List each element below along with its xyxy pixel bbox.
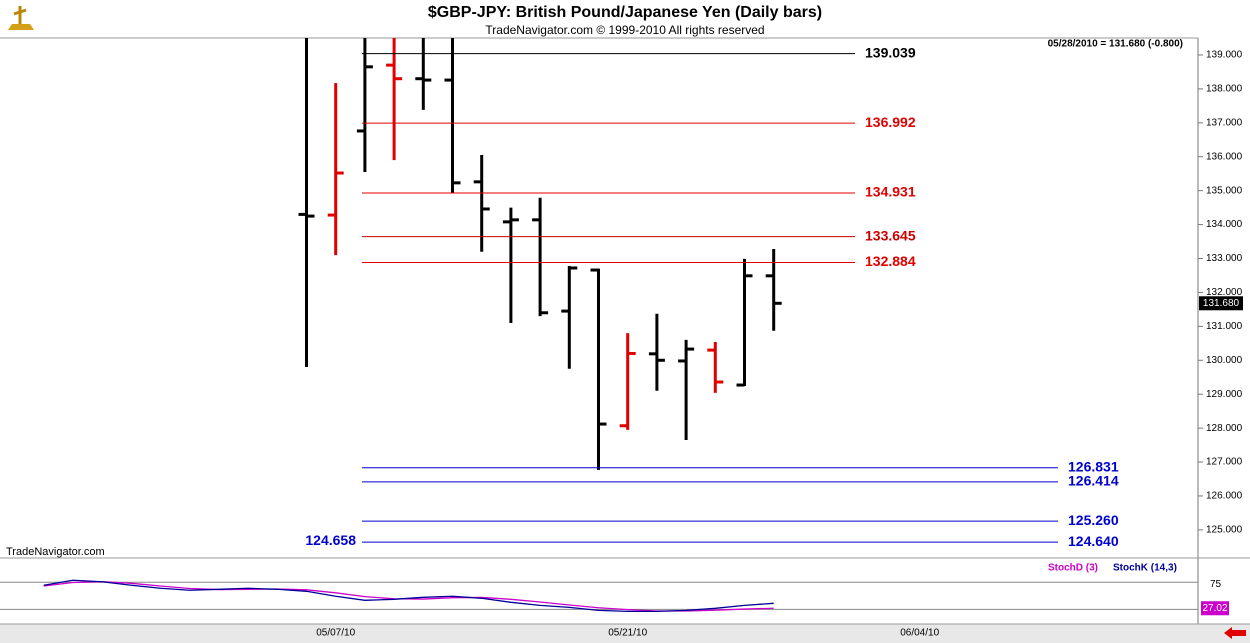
title: $GBP-JPY: British Pound/Japanese Yen (Da… bbox=[428, 4, 822, 21]
legend-entry: StochK (14,3) bbox=[1113, 563, 1177, 574]
last-price-box bbox=[1199, 296, 1243, 311]
y-tick-label: 129.000 bbox=[1206, 389, 1243, 400]
watermark: TradeNavigator.com bbox=[6, 546, 105, 558]
last-quote: 05/28/2010 = 131.680 (-0.800) bbox=[1048, 39, 1183, 50]
logo bbox=[8, 6, 34, 30]
y-tick-label: 125.000 bbox=[1206, 525, 1243, 536]
y-tick-label: 126.000 bbox=[1206, 491, 1243, 502]
x-axis-strip bbox=[0, 624, 1250, 643]
y-tick-label: 134.000 bbox=[1206, 219, 1243, 230]
copyright: TradeNavigator.com © 1999-2010 All right… bbox=[485, 23, 764, 37]
y-tick-label: 137.000 bbox=[1206, 117, 1243, 128]
y-tick-label: 138.000 bbox=[1206, 84, 1243, 95]
price-panel bbox=[298, 38, 782, 470]
y-tick-label: 132.000 bbox=[1206, 287, 1243, 298]
last-value-label: 27.02 bbox=[1202, 603, 1227, 614]
x-tick-label: 05/07/10 bbox=[316, 628, 355, 639]
y-tick-label: 75 bbox=[1210, 579, 1222, 590]
stoch-line bbox=[43, 579, 774, 613]
level-label: 136.992 bbox=[865, 114, 916, 130]
level-label: 133.645 bbox=[865, 227, 916, 243]
y-tick-label: 135.000 bbox=[1206, 185, 1243, 196]
level-label: 126.831 bbox=[1068, 458, 1119, 474]
y-tick-label: 127.000 bbox=[1206, 457, 1243, 468]
annotation: 124.658 bbox=[305, 532, 356, 548]
y-tick-label: 136.000 bbox=[1206, 151, 1243, 162]
y-tick-label: 133.000 bbox=[1206, 253, 1243, 264]
level-label: 126.414 bbox=[1068, 473, 1119, 489]
y-tick-label: 130.000 bbox=[1206, 355, 1243, 366]
y-tick-label: 131.000 bbox=[1206, 321, 1243, 332]
last-price-label: 131.680 bbox=[1203, 298, 1240, 309]
level-label: 139.039 bbox=[865, 44, 916, 60]
level-label: 125.260 bbox=[1068, 512, 1119, 528]
y-tick-label: 139.000 bbox=[1206, 50, 1243, 61]
overlay: 125.000 126.000 127.000 128.000 129.000 130.0… bbox=[0, 44, 1243, 639]
legend-entry: StochD (3) bbox=[1048, 563, 1098, 574]
level-label: 134.931 bbox=[865, 184, 916, 200]
level-label: 132.884 bbox=[865, 253, 916, 269]
x-tick-label: 06/04/10 bbox=[900, 628, 939, 639]
last-value-box bbox=[1201, 601, 1229, 616]
scroll-arrow[interactable] bbox=[1224, 627, 1246, 639]
x-tick-label: 05/21/10 bbox=[608, 628, 647, 639]
level-label: 124.640 bbox=[1068, 533, 1119, 549]
y-tick-label: 128.000 bbox=[1206, 423, 1243, 434]
